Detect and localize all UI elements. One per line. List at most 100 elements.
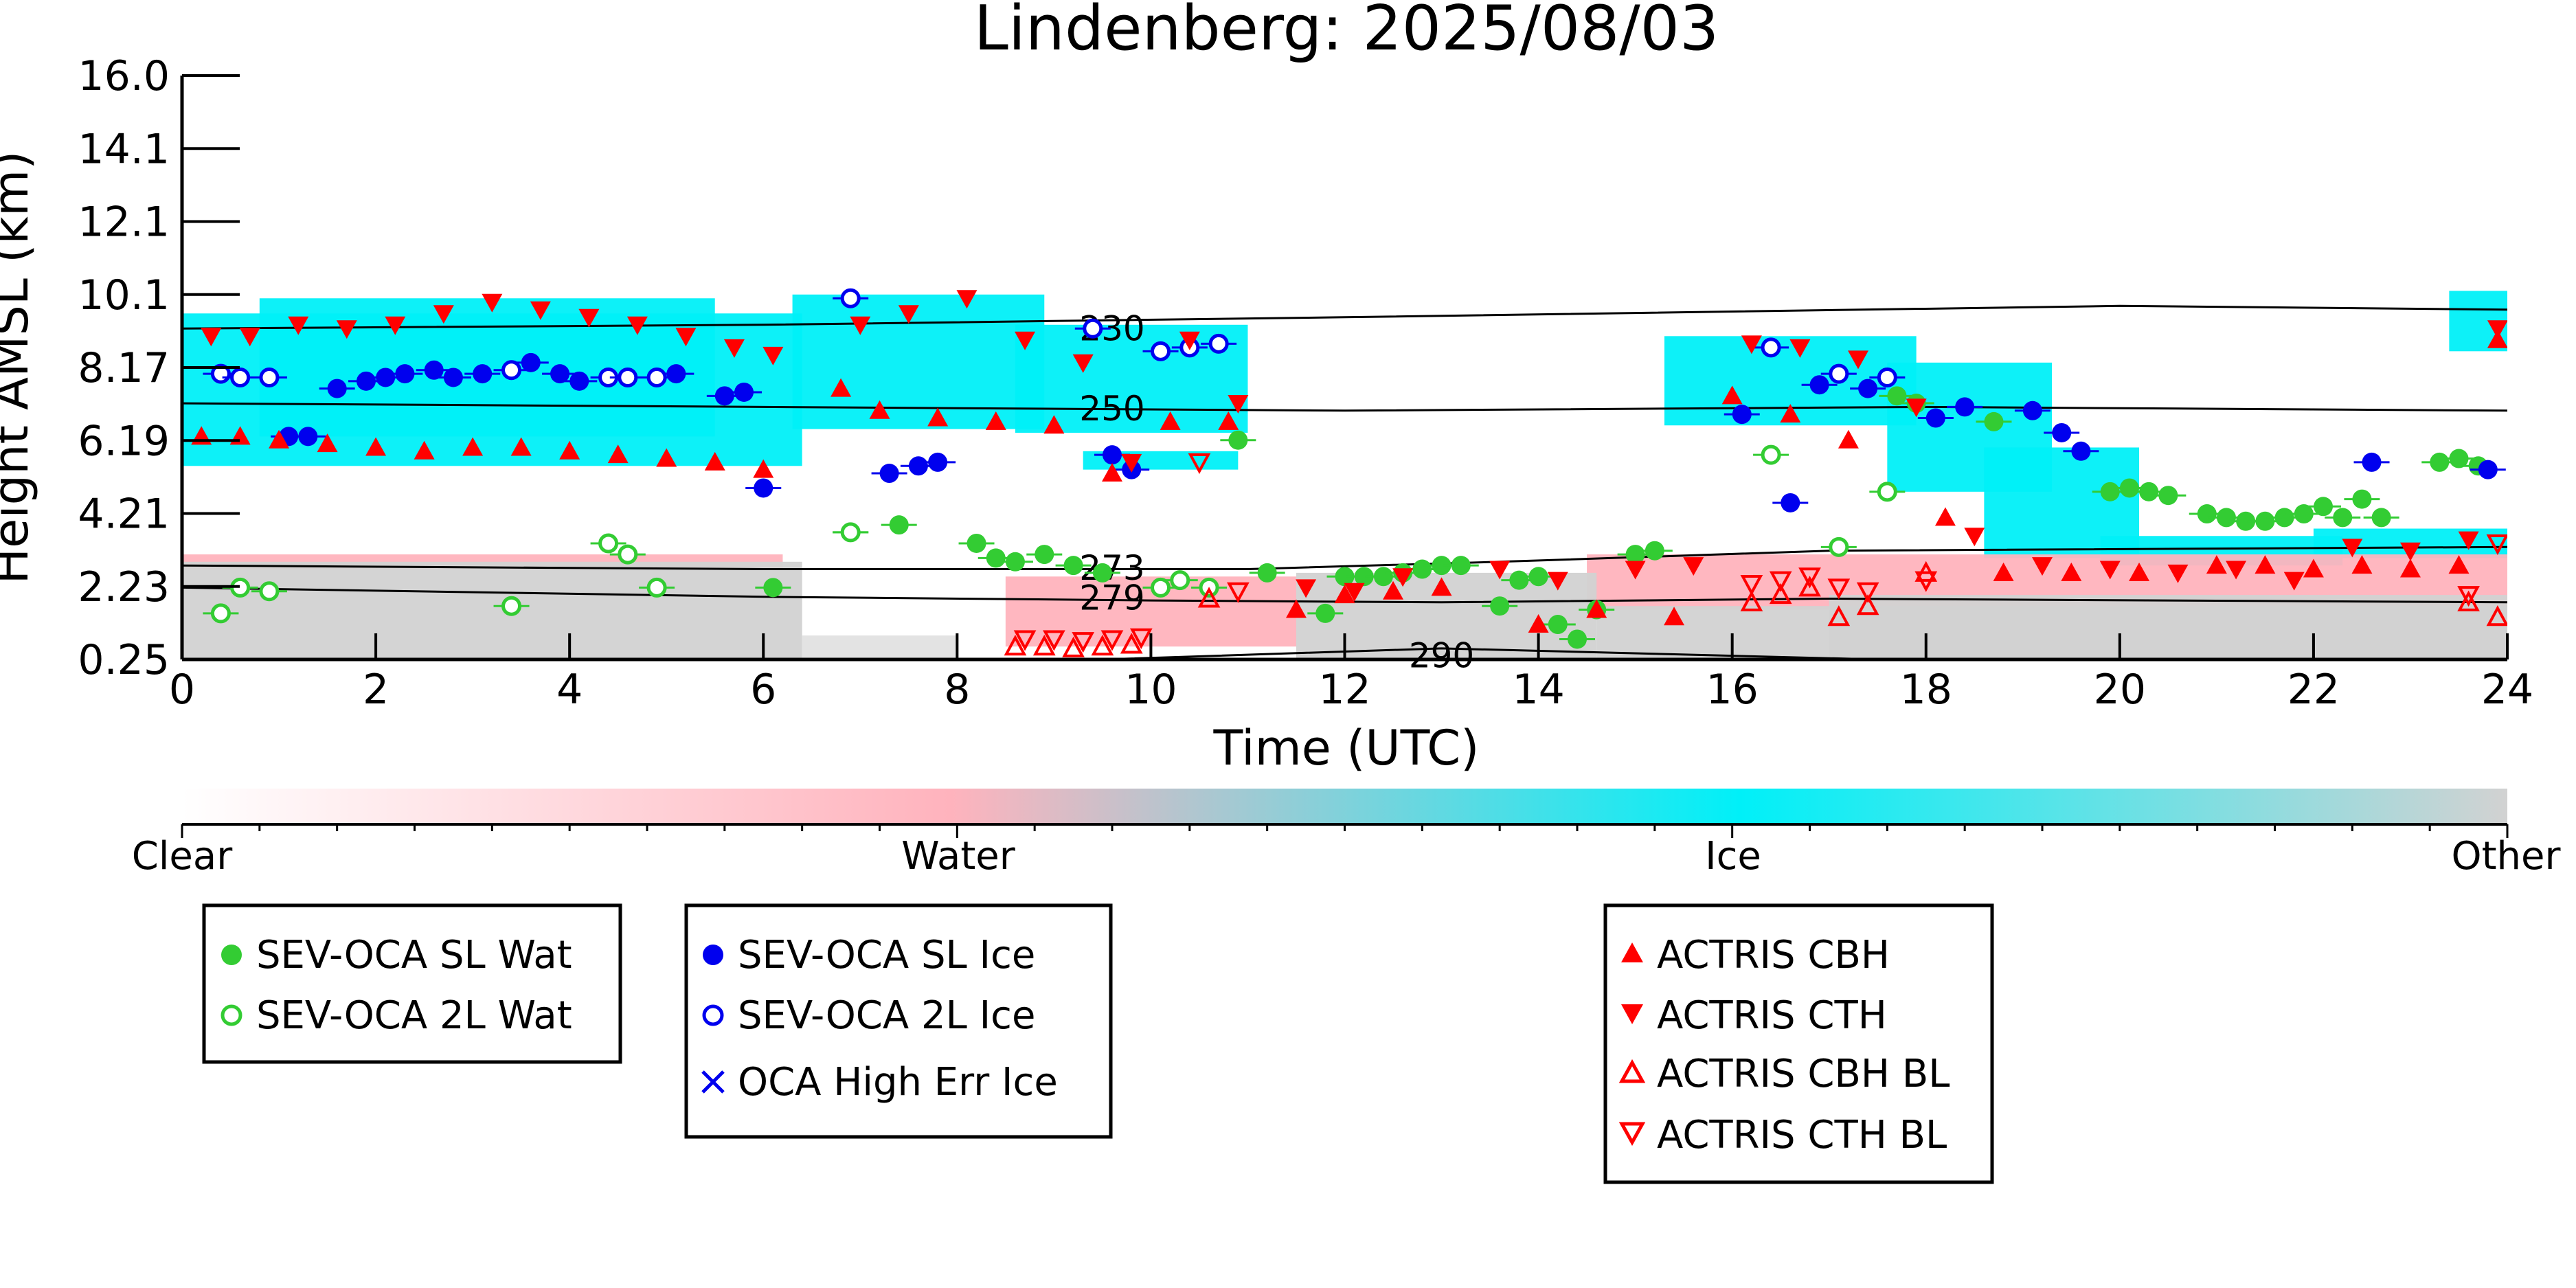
- isotherm-label-279: 279: [1079, 578, 1144, 618]
- isotherm-lines: [182, 304, 2507, 659]
- actris-cth-point: [2399, 542, 2421, 561]
- x-tick-label: 0: [169, 666, 195, 714]
- isotherm-label-290: 290: [1409, 636, 1474, 676]
- sev-oca-sl-wat-point: [2352, 489, 2372, 509]
- legend-marker-cbh: [1621, 942, 1643, 962]
- actris-cth-point: [2342, 539, 2363, 558]
- actris-cth-point: [2487, 320, 2507, 339]
- x-tick-label: 14: [1512, 666, 1564, 714]
- sev-oca-sl-wat-point: [2314, 497, 2334, 517]
- sev-oca-2l-ice-point: [259, 367, 280, 387]
- actris-cbh-point: [1528, 614, 1549, 633]
- actris-cth-point: [898, 305, 919, 324]
- sev-oca-sl-wat-point: [1432, 556, 1451, 576]
- actris-cth-bl-point: [1129, 628, 1153, 650]
- actris-cth-point: [385, 316, 406, 335]
- actris-cbh-bl-point: [1740, 590, 1763, 611]
- actris-cth-bl-point: [1740, 574, 1763, 596]
- actris-cbh-bl-point: [2457, 590, 2480, 611]
- actris-cth-point: [1625, 561, 1646, 580]
- legend-marker-2l-ice: [702, 1004, 724, 1026]
- sev-oca-2l-ice-point: [1877, 367, 1897, 387]
- sev-oca-2l-wat-point: [1170, 570, 1190, 591]
- actris-cth-point: [1072, 354, 1094, 373]
- sev-oca-2l-ice-point: [840, 288, 861, 308]
- sev-oca-2l-wat-point: [1829, 536, 1849, 557]
- sev-oca-sl-wat-point: [2100, 482, 2120, 501]
- sev-oca-sl-wat-point: [2333, 508, 2353, 528]
- actris-cbh-point: [1431, 577, 1452, 596]
- actris-cbh-point: [2399, 558, 2421, 578]
- sev-oca-sl-wat-point: [1354, 567, 1374, 587]
- sev-oca-sl-wat-point: [1528, 567, 1548, 587]
- actris-cth-point: [336, 320, 357, 339]
- actris-cbh-bl-point: [1197, 587, 1221, 608]
- sev-oca-sl-wat-point: [2274, 508, 2294, 528]
- sev-oca-2l-wat-point: [618, 544, 638, 565]
- actris-cbh-point: [2448, 555, 2470, 574]
- sev-oca-sl-wat-point: [2119, 478, 2139, 498]
- sev-oca-sl-ice-point: [327, 379, 347, 398]
- sev-oca-sl-ice-point: [1858, 379, 1878, 398]
- x-tick-label: 10: [1125, 666, 1177, 714]
- isotherm-230: [182, 304, 2507, 330]
- sev-oca-sl-ice-point: [2052, 422, 2072, 442]
- actris-cth-point: [1547, 572, 1568, 591]
- colorbar-label-ice: Ice: [1705, 834, 1761, 879]
- sev-oca-sl-ice-point: [298, 427, 318, 447]
- actris-cbh-bl-point: [1091, 635, 1114, 656]
- sev-oca-sl-ice-point: [1781, 493, 1800, 512]
- colorbar-label-other: Other: [2451, 834, 2561, 879]
- phase-colorbar: [182, 789, 2507, 824]
- actris-cth-point: [2032, 557, 2053, 576]
- isotherm-290: [182, 647, 1878, 659]
- actris-cth-point: [239, 328, 260, 347]
- y-tick-label: 16.0: [78, 52, 170, 100]
- actris-cth-point: [1392, 568, 1414, 587]
- actris-cth-bl-point: [1226, 582, 1250, 603]
- isotherm-250: [182, 402, 2507, 412]
- sev-oca-2l-wat-point: [501, 596, 522, 616]
- phase-region-14: [182, 561, 802, 659]
- sev-oca-sl-wat-point: [2294, 504, 2314, 524]
- legend-actris: ACTRIS CBH ACTRIS CTH ACTRIS CBH BL ACTR…: [1603, 903, 1994, 1184]
- sev-oca-sl-ice-point: [734, 382, 754, 402]
- actris-cbh-point: [869, 400, 890, 419]
- actris-cth-bl-point: [2486, 534, 2507, 556]
- sev-oca-sl-ice-point: [356, 371, 376, 391]
- actris-cbh-bl-point: [1120, 633, 1143, 654]
- actris-cth-bl-point: [1856, 582, 1879, 603]
- actris-cth-bl-point: [1914, 571, 1938, 592]
- actris-cth-point: [1789, 339, 1811, 358]
- actris-cth-point: [2226, 561, 2247, 580]
- sev-oca-sl-ice-point: [376, 368, 396, 387]
- legend-marker-cbh-bl: [1618, 1059, 1646, 1083]
- legend-marker-2l-wat: [221, 1004, 242, 1026]
- actris-cbh-point: [1043, 415, 1065, 434]
- sev-oca-sl-wat-point: [1645, 541, 1664, 561]
- sev-oca-sl-wat-point: [1412, 559, 1432, 579]
- actris-cbh-bl-point: [1856, 594, 1879, 615]
- actris-cbh-point: [831, 378, 852, 397]
- x-tick-label: 2: [363, 666, 389, 714]
- legend-label-cth: ACTRIS CTH: [1657, 993, 1887, 1038]
- sev-oca-2l-ice-point: [646, 367, 667, 387]
- actris-cbh-point: [1934, 507, 1956, 526]
- legend-marker-sl-ice: [703, 945, 723, 965]
- sev-oca-2l-ice-point: [1083, 318, 1103, 339]
- actris-cbh-point: [1218, 411, 1239, 430]
- sev-oca-sl-ice-point: [754, 478, 773, 498]
- sev-oca-sl-wat-point: [1451, 556, 1471, 576]
- sev-oca-2l-wat-point: [1151, 577, 1171, 598]
- actris-cth-bl-point: [1769, 571, 1792, 592]
- actris-cbh-point: [2351, 555, 2373, 574]
- sev-oca-sl-wat-point: [1373, 567, 1393, 587]
- isotherm-273: [182, 545, 2507, 570]
- y-tick-label: 6.19: [78, 417, 170, 465]
- cloud-phase-image: [182, 291, 2507, 659]
- actris-cbh-point: [559, 440, 580, 460]
- x-tick-label: 4: [556, 666, 583, 714]
- actris-cbh-point: [317, 433, 338, 453]
- legend-marker-cth-bl: [1618, 1122, 1646, 1146]
